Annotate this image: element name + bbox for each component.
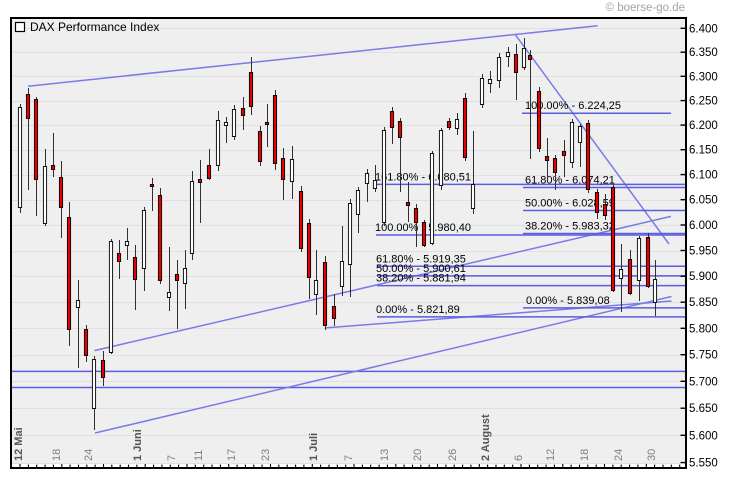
svg-text:DAX Performance Index: DAX Performance Index: [30, 20, 159, 34]
svg-text:6: 6: [513, 455, 525, 461]
svg-text:50.00% - 6.028,59: 50.00% - 6.028,59: [525, 198, 615, 210]
svg-text:50.00% - 5.900,61: 50.00% - 5.900,61: [376, 263, 466, 275]
svg-text:5.550: 5.550: [689, 458, 718, 470]
svg-text:6.350: 6.350: [689, 47, 718, 59]
svg-text:26: 26: [447, 449, 459, 461]
svg-text:0.00% - 5.839,08: 0.00% - 5.839,08: [526, 295, 610, 307]
svg-text:2 August: 2 August: [480, 414, 492, 461]
svg-text:7: 7: [343, 455, 355, 461]
svg-text:61.80% - 5.919,35: 61.80% - 5.919,35: [376, 253, 466, 265]
svg-text:12 Mai: 12 Mai: [13, 427, 25, 461]
svg-text:5.650: 5.650: [689, 403, 718, 415]
svg-text:5.950: 5.950: [689, 246, 718, 258]
svg-text:13: 13: [379, 449, 391, 461]
svg-text:5.700: 5.700: [689, 376, 718, 388]
svg-text:6.300: 6.300: [689, 71, 718, 83]
svg-text:5.900: 5.900: [689, 271, 718, 283]
svg-text:100.00% - 6.224,25: 100.00% - 6.224,25: [525, 100, 621, 112]
svg-text:61.80% - 6.074,21: 61.80% - 6.074,21: [525, 175, 615, 187]
svg-text:© boerse-go.de: © boerse-go.de: [606, 2, 685, 14]
svg-text:6.100: 6.100: [689, 170, 718, 182]
svg-text:30: 30: [646, 449, 658, 461]
svg-text:6.200: 6.200: [689, 120, 718, 132]
svg-text:38.20% - 5.983,32: 38.20% - 5.983,32: [525, 221, 615, 233]
svg-text:0.00% - 5.821,89: 0.00% - 5.821,89: [376, 304, 460, 316]
svg-text:6.050: 6.050: [689, 195, 718, 207]
svg-text:11: 11: [193, 450, 205, 461]
svg-text:5.750: 5.750: [689, 350, 718, 362]
svg-text:6.000: 6.000: [689, 220, 718, 232]
svg-text:6.400: 6.400: [689, 23, 718, 35]
svg-text:6.150: 6.150: [689, 145, 718, 157]
svg-text:18: 18: [579, 449, 591, 461]
svg-text:161.80% - 6.080,51: 161.80% - 6.080,51: [375, 171, 471, 183]
svg-text:5.600: 5.600: [689, 430, 718, 442]
svg-text:1 Juni: 1 Juni: [132, 429, 144, 461]
svg-text:38.20% - 5.881,94: 38.20% - 5.881,94: [376, 273, 466, 285]
svg-text:18: 18: [51, 449, 63, 461]
svg-text:24: 24: [83, 449, 95, 461]
svg-text:5.800: 5.800: [689, 323, 718, 335]
svg-text:20: 20: [412, 449, 424, 461]
svg-text:17: 17: [226, 449, 238, 461]
svg-text:1 Juli: 1 Juli: [308, 433, 320, 461]
svg-text:23: 23: [260, 449, 272, 461]
svg-text:5.850: 5.850: [689, 297, 718, 309]
svg-text:24: 24: [613, 449, 625, 461]
svg-text:6.250: 6.250: [689, 96, 718, 108]
svg-text:7: 7: [166, 455, 178, 461]
svg-text:12: 12: [545, 449, 557, 461]
